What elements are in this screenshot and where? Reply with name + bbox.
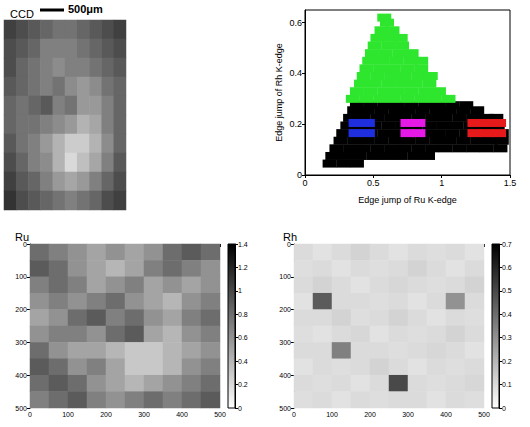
svg-text:1: 1: [439, 178, 444, 188]
svg-text:0: 0: [28, 411, 32, 418]
svg-text:500: 500: [15, 405, 27, 412]
svg-text:0: 0: [302, 178, 307, 188]
svg-text:400: 400: [440, 411, 452, 418]
svg-text:0.3: 0.3: [502, 334, 512, 341]
svg-text:1: 1: [238, 287, 242, 294]
svg-text:0: 0: [297, 170, 302, 180]
svg-text:100: 100: [326, 411, 338, 418]
svg-text:0: 0: [238, 405, 242, 412]
svg-text:100: 100: [62, 411, 74, 418]
svg-text:0.6: 0.6: [238, 334, 248, 341]
svg-text:1.4: 1.4: [238, 241, 248, 248]
svg-text:Rh: Rh: [283, 231, 297, 243]
svg-text:200: 200: [15, 306, 27, 313]
svg-text:200: 200: [279, 306, 291, 313]
svg-text:300: 300: [15, 339, 27, 346]
svg-text:0.7: 0.7: [502, 241, 512, 248]
svg-text:1.2: 1.2: [238, 264, 248, 271]
svg-text:0.4: 0.4: [289, 68, 302, 78]
svg-text:500: 500: [478, 411, 490, 418]
svg-text:200: 200: [100, 411, 112, 418]
svg-text:0: 0: [287, 240, 291, 248]
svg-text:CCD: CCD: [10, 8, 34, 20]
svg-text:500: 500: [279, 405, 291, 412]
svg-text:100: 100: [15, 273, 27, 280]
svg-text:500: 500: [214, 411, 226, 418]
svg-text:0: 0: [23, 240, 27, 248]
svg-text:0.8: 0.8: [238, 311, 248, 318]
svg-text:300: 300: [138, 411, 150, 418]
svg-text:0.1: 0.1: [502, 381, 512, 388]
svg-text:Edge jump of Ru K-edge: Edge jump of Ru K-edge: [358, 195, 457, 205]
svg-text:0.6: 0.6: [289, 18, 302, 28]
svg-text:0.6: 0.6: [502, 264, 512, 271]
svg-text:200: 200: [364, 411, 376, 418]
svg-text:0.4: 0.4: [238, 358, 248, 365]
svg-text:0.4: 0.4: [502, 311, 512, 318]
svg-text:Ru: Ru: [15, 231, 29, 243]
svg-text:100: 100: [279, 273, 291, 280]
svg-text:300: 300: [402, 411, 414, 418]
svg-text:0.2: 0.2: [238, 381, 248, 388]
svg-text:0: 0: [502, 405, 506, 412]
svg-text:1.5: 1.5: [504, 178, 517, 188]
svg-text:0: 0: [292, 411, 296, 418]
svg-text:Edge jump of Rh K-edge: Edge jump of Rh K-edge: [274, 43, 284, 142]
svg-text:300: 300: [279, 339, 291, 346]
svg-text:500μm: 500μm: [68, 3, 103, 15]
svg-text:400: 400: [176, 411, 188, 418]
svg-text:400: 400: [15, 372, 27, 379]
svg-text:400: 400: [279, 372, 291, 379]
svg-text:0.2: 0.2: [502, 358, 512, 365]
svg-text:0.5: 0.5: [367, 178, 380, 188]
svg-text:0.5: 0.5: [502, 287, 512, 294]
svg-text:0.2: 0.2: [289, 119, 302, 129]
